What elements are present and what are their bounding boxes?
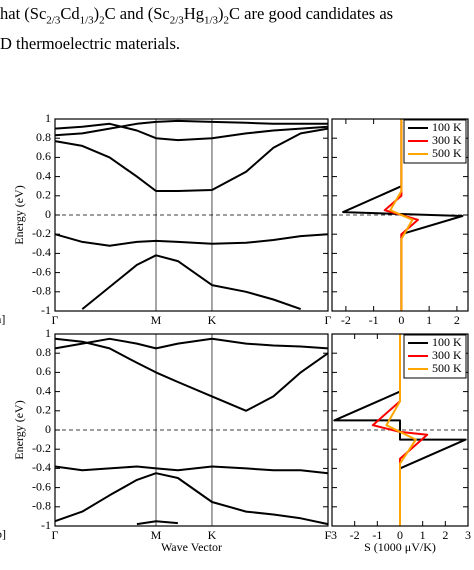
subscript: 2 [99,14,105,27]
x-tick-label: 2 [442,528,448,542]
legend-label: 300 K [432,133,462,147]
x-tick-label: 3 [465,528,471,542]
y-tick-label: -0.6 [32,479,51,493]
y-tick-label: 0.2 [36,403,51,417]
x-tick-label: 1 [426,313,432,327]
x-tick-label: K [208,528,217,542]
x-tick-label: Γ [52,528,59,542]
data-line [54,122,329,142]
text-run: hat (Sc [0,4,47,23]
y-tick-label: 0.8 [36,130,51,144]
legend-label: 100 K [432,120,462,134]
data-line [54,465,329,475]
subscript: 1/3 [79,14,94,27]
x-tick-label: Γ [325,313,332,327]
y-axis-label: Energy (eV) [12,400,26,459]
text-run: D thermoelectric materials. [0,34,181,54]
data-line [54,472,329,526]
data-line [389,119,414,311]
text-run: ) [93,4,100,23]
x-tick-label: -2 [341,313,351,327]
y-tick-label: -0.8 [32,284,51,298]
plot-frame [331,333,469,527]
x-tick-label: 0 [397,528,403,542]
y-tick-label: 1 [45,111,51,125]
y-tick-label: 0.2 [36,188,51,202]
data-line [54,127,329,192]
data-line [54,119,328,137]
legend-label: 500 K [432,361,462,375]
y-tick-label: 0.6 [36,364,51,378]
y-tick-label: 1 [45,326,51,340]
x-tick-label: 1 [420,528,426,542]
data-line [385,334,417,526]
y-tick-label: 0.4 [36,168,51,182]
y-tick-label: -0.2 [32,226,51,240]
plot-frame [54,333,329,527]
x-tick-label: Γ [52,313,59,327]
data-line [54,337,329,350]
text-line: D thermoelectric materials. [0,32,393,56]
y-tick-label: 0.8 [36,345,51,359]
data-line [54,337,329,412]
text-line: hat (Sc2/3Cd1/3)2C and (Sc2/3Hg1/3)2C ar… [0,2,393,32]
text-run: Hg [183,4,204,23]
y-tick-label: 0 [45,207,51,221]
x-axis-label: S (1000 μV/K) [364,540,436,554]
text-run: C and (Sc [104,4,170,23]
x-tick-label: K [208,313,217,327]
y-tick-label: -0.4 [32,245,51,259]
y-tick-label: -0.2 [32,441,51,455]
x-tick-label: M [151,528,162,542]
subscript: 1/3 [203,14,219,27]
legend-label: 100 K [432,335,462,349]
x-axis-label: Wave Vector [161,540,222,554]
text-run: Cd [60,4,80,23]
data-line [136,520,178,526]
y-tick-label: -0.4 [32,460,51,474]
y-tick-label: 0 [45,422,51,436]
y-tick-label: -1 [41,518,51,532]
y-tick-label: 0.4 [36,383,51,397]
text-run: C are good candidates as [229,4,394,23]
data-line [333,334,467,526]
paragraph: hat (Sc2/3Cd1/3)2C and (Sc2/3Hg1/3)2C ar… [0,2,393,56]
legend-label: 500 K [432,146,462,160]
y-tick-label: -0.6 [32,264,51,278]
x-tick-label: -1 [372,528,382,542]
subscript: 2/3 [46,14,61,27]
x-tick-label: 0 [398,313,404,327]
x-tick-label: -1 [369,313,379,327]
data-line [81,254,302,311]
x-tick-label: -3 [327,528,337,542]
x-tick-label: 2 [454,313,460,327]
panel-label: a] [0,312,5,326]
data-line [54,233,329,247]
text-run: ) [218,4,224,23]
x-tick-label: Γ [325,528,332,542]
subscript: 2/3 [169,14,184,27]
x-tick-label: -2 [350,528,360,542]
plot-frame [331,118,469,312]
plot-frame [54,118,329,312]
y-tick-label: -1 [41,303,51,317]
legend-label: 300 K [432,348,462,362]
y-tick-label: 0.6 [36,149,51,163]
panel-label: b] [0,527,6,541]
y-tick-label: -0.8 [32,499,51,513]
y-axis-label: Energy (eV) [12,185,26,244]
x-tick-label: M [151,313,162,327]
subscript: 2 [223,14,230,27]
